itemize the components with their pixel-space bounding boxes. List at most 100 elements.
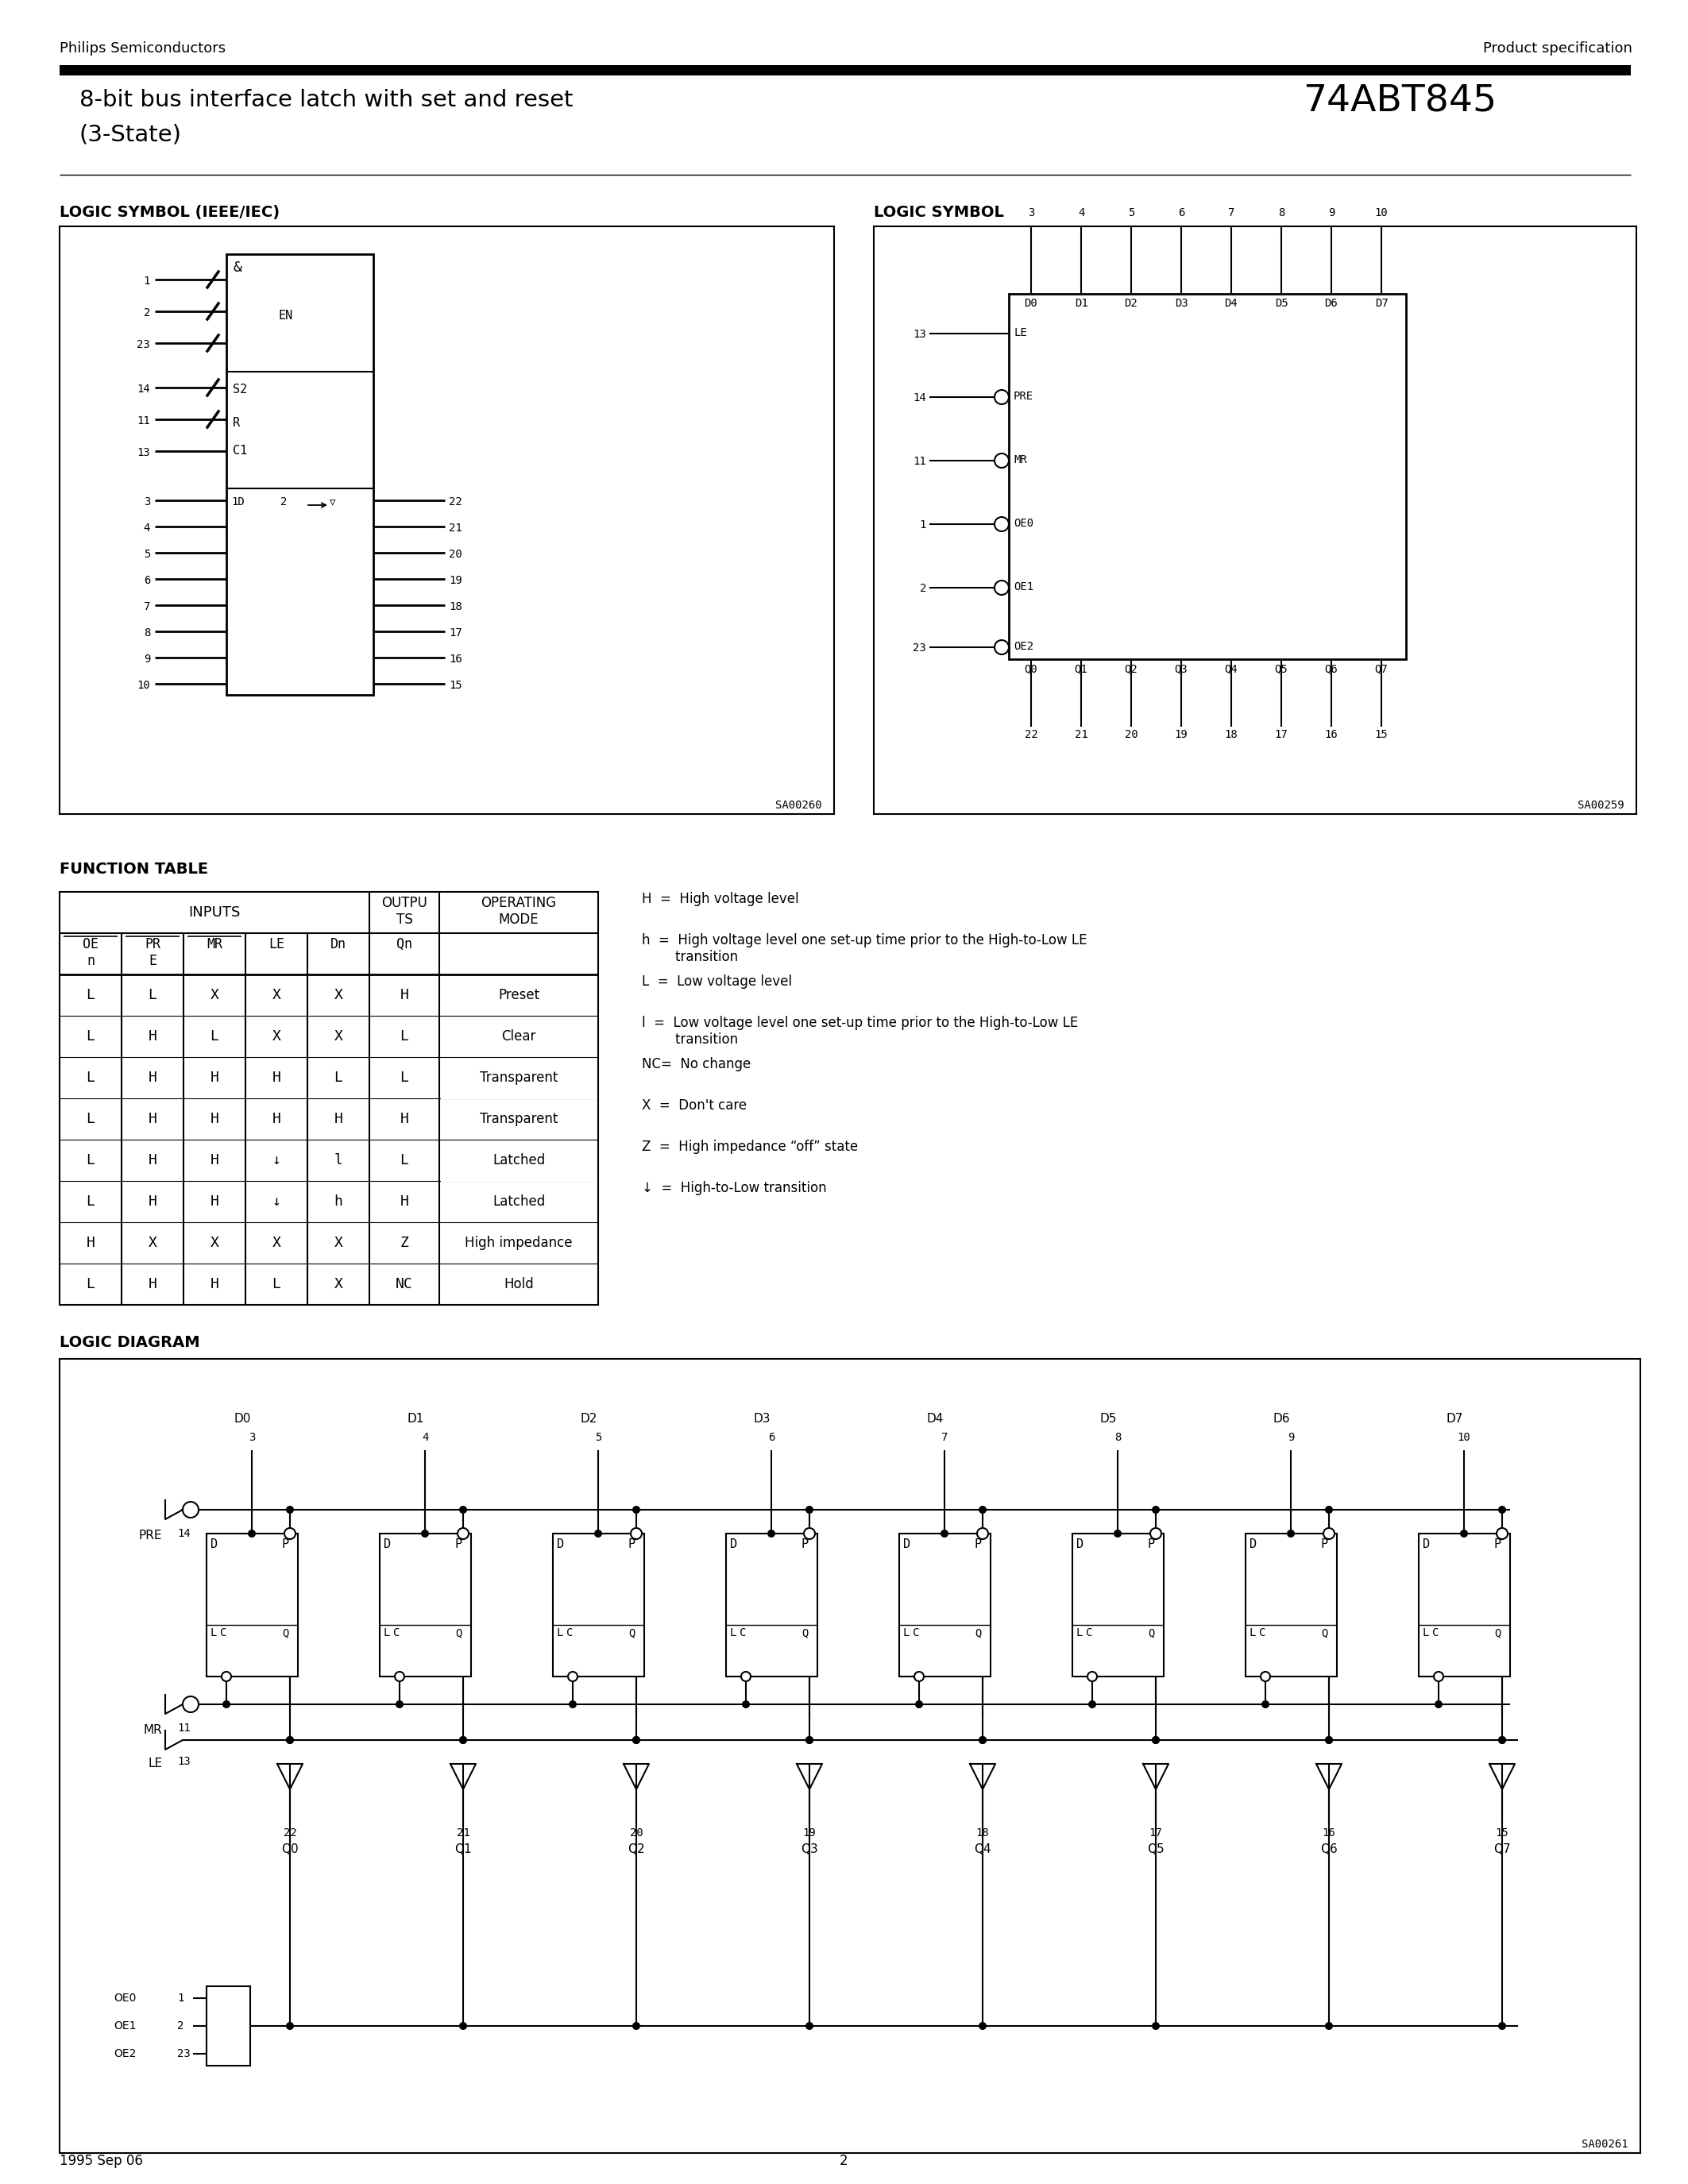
Circle shape bbox=[994, 518, 1009, 531]
Circle shape bbox=[805, 1505, 814, 1514]
Text: L: L bbox=[903, 1627, 910, 1638]
Text: OPERATING
MODE: OPERATING MODE bbox=[481, 895, 557, 926]
Bar bbox=[59, 227, 834, 815]
Circle shape bbox=[182, 1697, 199, 1712]
Bar bbox=[1072, 1533, 1163, 1677]
Bar bbox=[1009, 295, 1406, 660]
Circle shape bbox=[1151, 1505, 1160, 1514]
Circle shape bbox=[1325, 1736, 1334, 1745]
Text: Q: Q bbox=[1322, 1627, 1328, 1638]
Circle shape bbox=[994, 581, 1009, 594]
Text: X: X bbox=[209, 987, 219, 1002]
Text: L: L bbox=[400, 1153, 408, 1168]
Text: D5: D5 bbox=[1274, 297, 1288, 308]
Text: 5: 5 bbox=[143, 548, 150, 559]
Circle shape bbox=[1499, 1736, 1506, 1745]
Bar bbox=[59, 891, 598, 1304]
Text: 5: 5 bbox=[594, 1433, 601, 1444]
Text: INPUTS: INPUTS bbox=[189, 906, 240, 919]
Circle shape bbox=[915, 1701, 923, 1708]
Text: L: L bbox=[1249, 1627, 1256, 1638]
Text: Clear: Clear bbox=[501, 1029, 537, 1044]
Circle shape bbox=[633, 2022, 640, 2029]
Circle shape bbox=[1261, 1701, 1269, 1708]
Text: 7: 7 bbox=[942, 1433, 949, 1444]
Text: 21: 21 bbox=[456, 1828, 469, 1839]
Circle shape bbox=[979, 1736, 986, 1745]
Text: Latched: Latched bbox=[493, 1195, 545, 1208]
Text: Q5: Q5 bbox=[1148, 1843, 1165, 1854]
Text: X: X bbox=[149, 1236, 157, 1249]
Text: OE1: OE1 bbox=[113, 2020, 137, 2031]
Text: 17: 17 bbox=[449, 627, 463, 638]
Text: 1: 1 bbox=[177, 1992, 184, 2003]
Text: L: L bbox=[209, 1627, 216, 1638]
Text: H: H bbox=[149, 1112, 157, 1127]
Text: 16: 16 bbox=[1325, 729, 1339, 740]
Text: Q: Q bbox=[1148, 1627, 1155, 1638]
Text: X: X bbox=[209, 1236, 219, 1249]
Text: D: D bbox=[729, 1538, 738, 1551]
Circle shape bbox=[223, 1701, 230, 1708]
Bar bbox=[554, 1533, 645, 1677]
Text: 9: 9 bbox=[143, 653, 150, 664]
Text: Q1: Q1 bbox=[1075, 664, 1087, 675]
Text: Q: Q bbox=[282, 1627, 289, 1638]
Text: P: P bbox=[974, 1538, 982, 1551]
Text: 10: 10 bbox=[137, 679, 150, 690]
Circle shape bbox=[979, 2022, 986, 2029]
Text: OE2: OE2 bbox=[113, 2049, 137, 2060]
Text: L: L bbox=[86, 1112, 95, 1127]
Bar bbox=[206, 1533, 297, 1677]
Text: 2: 2 bbox=[920, 583, 927, 594]
Text: (3-State): (3-State) bbox=[79, 122, 182, 146]
Text: 16: 16 bbox=[1322, 1828, 1335, 1839]
Circle shape bbox=[977, 1529, 987, 1540]
Text: 17: 17 bbox=[1274, 729, 1288, 740]
Text: L: L bbox=[400, 1070, 408, 1085]
Text: C: C bbox=[739, 1627, 746, 1638]
Text: Q3: Q3 bbox=[1175, 664, 1188, 675]
Text: Q: Q bbox=[456, 1627, 463, 1638]
Text: Qn: Qn bbox=[397, 937, 412, 952]
Text: D: D bbox=[1077, 1538, 1084, 1551]
Text: 5: 5 bbox=[1128, 207, 1134, 218]
Text: X  =  Don't care: X = Don't care bbox=[641, 1099, 746, 1112]
Text: 15: 15 bbox=[1496, 1828, 1509, 1839]
Text: 21: 21 bbox=[449, 522, 463, 533]
Circle shape bbox=[633, 1736, 640, 1745]
Circle shape bbox=[1151, 1736, 1160, 1745]
Text: C: C bbox=[567, 1627, 572, 1638]
Circle shape bbox=[1325, 2022, 1334, 2029]
Text: H: H bbox=[149, 1029, 157, 1044]
Text: 1: 1 bbox=[920, 520, 927, 531]
Text: OE0: OE0 bbox=[1013, 518, 1033, 529]
Circle shape bbox=[457, 1529, 469, 1540]
Text: D4: D4 bbox=[1224, 297, 1237, 308]
Text: Q6: Q6 bbox=[1320, 1843, 1337, 1854]
Text: L: L bbox=[383, 1627, 390, 1638]
Circle shape bbox=[1261, 1671, 1269, 1682]
Text: X: X bbox=[272, 1236, 280, 1249]
Text: Q2: Q2 bbox=[1124, 664, 1138, 675]
Circle shape bbox=[285, 1736, 294, 1745]
Bar bbox=[59, 66, 1631, 76]
Circle shape bbox=[994, 454, 1009, 467]
Text: X: X bbox=[272, 1029, 280, 1044]
Text: X: X bbox=[334, 1029, 343, 1044]
Text: X: X bbox=[334, 1278, 343, 1291]
Text: L: L bbox=[86, 1070, 95, 1085]
Text: C: C bbox=[219, 1627, 226, 1638]
Text: C: C bbox=[913, 1627, 920, 1638]
Text: SA00259: SA00259 bbox=[1578, 799, 1624, 810]
Text: L: L bbox=[555, 1627, 562, 1638]
Text: OE2: OE2 bbox=[1013, 640, 1033, 653]
Text: D3: D3 bbox=[1175, 297, 1188, 308]
Text: 15: 15 bbox=[449, 679, 463, 690]
Circle shape bbox=[915, 1671, 923, 1682]
Text: h: h bbox=[334, 1195, 343, 1208]
Text: D7: D7 bbox=[1374, 297, 1388, 308]
Text: D5: D5 bbox=[1099, 1413, 1117, 1424]
Text: H: H bbox=[149, 1153, 157, 1168]
Text: 20: 20 bbox=[449, 548, 463, 559]
